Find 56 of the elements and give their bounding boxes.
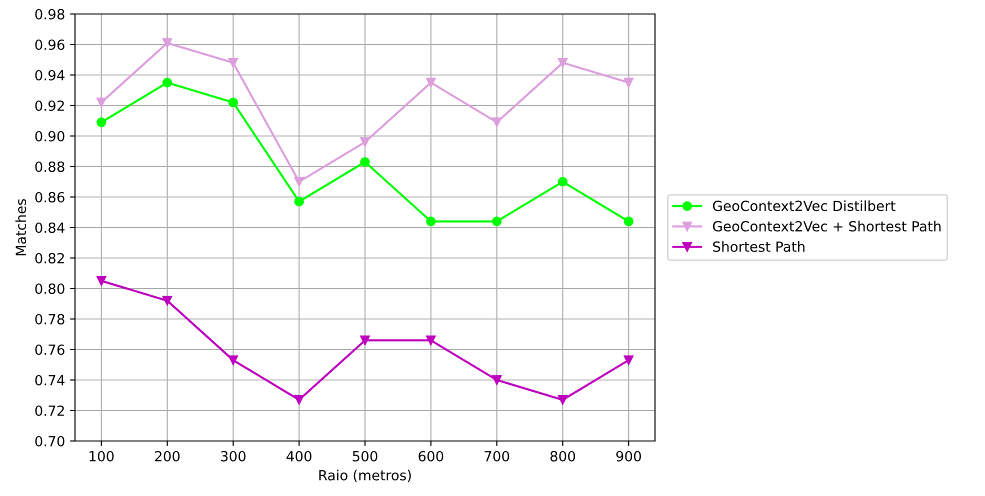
y-tick-label: 0.96 (35, 39, 64, 50)
x-tick-label: 500 (352, 450, 378, 462)
point (228, 58, 238, 68)
point (294, 176, 304, 187)
y-tick-label: 0.88 (35, 161, 64, 172)
point (294, 394, 304, 405)
y-axis-title: Matches (15, 199, 26, 256)
legend-label: Shortest Path (713, 241, 804, 252)
x-tick-label: 700 (484, 450, 510, 462)
y-tick-label: 0.84 (35, 222, 64, 233)
point (162, 296, 172, 306)
point (492, 117, 502, 128)
x-tick-label: 600 (418, 450, 444, 462)
legend-label: GeoContext2Vec Distilbert (712, 200, 896, 212)
x-tick-label: 100 (90, 450, 114, 462)
point (360, 137, 370, 147)
point (492, 375, 502, 385)
point (624, 216, 634, 226)
point (96, 276, 106, 286)
point (162, 78, 172, 88)
point (426, 78, 436, 88)
x-axis-title: Raio (metros) (319, 470, 411, 482)
x-tick-label: 900 (616, 450, 641, 462)
legend-label: GeoContext2Vec + Shortest Path (712, 220, 941, 232)
point (426, 216, 436, 226)
y-tick-label: 0.82 (35, 252, 64, 264)
point (162, 38, 172, 48)
y-tick-label: 0.76 (35, 344, 64, 355)
point (558, 176, 568, 187)
x-tick-label: 200 (155, 450, 180, 462)
x-tick-label: 300 (220, 450, 246, 462)
y-tick-label: 0.92 (35, 100, 64, 111)
point (294, 196, 304, 206)
point (624, 78, 634, 88)
y-tick-label: 0.90 (35, 130, 64, 142)
point (360, 335, 370, 346)
point (492, 216, 502, 226)
point (96, 117, 106, 128)
point (96, 98, 106, 108)
point (360, 157, 370, 167)
x-tick-label: 800 (550, 450, 576, 462)
point (624, 355, 634, 366)
x-tick-label: 400 (286, 450, 312, 462)
point (228, 355, 238, 366)
point (426, 335, 436, 346)
y-tick-label: 0.98 (35, 8, 64, 20)
y-tick-label: 0.78 (35, 314, 64, 324)
y-tick-label: 0.94 (35, 70, 64, 80)
point (558, 394, 568, 405)
point (228, 98, 238, 108)
y-tick-label: 0.80 (35, 283, 64, 294)
y-tick-label: 0.86 (35, 192, 64, 202)
y-tick-label: 0.70 (35, 436, 64, 446)
y-tick-label: 0.72 (35, 405, 64, 416)
y-tick-label: 0.74 (35, 374, 64, 386)
point (558, 58, 568, 68)
